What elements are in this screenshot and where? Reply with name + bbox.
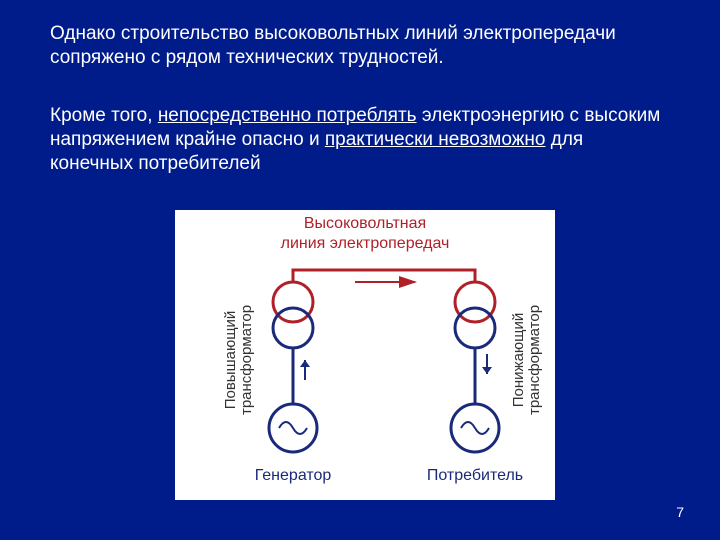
diagram-svg: Высоковольтная линия электропередач Генера…: [175, 210, 555, 500]
p2-pre: Кроме того,: [50, 105, 158, 126]
step-down-label: Понижающийтрансформатор: [510, 305, 543, 415]
step-down-transformer-top: [455, 282, 495, 322]
p2-u1: непосредственно потреблять: [158, 105, 417, 126]
paragraph-2: Кроме того, непосредственно потреблять э…: [50, 104, 670, 175]
p2-u2: практически невозможно: [325, 129, 546, 150]
generator-label: Генератор: [255, 467, 332, 484]
paragraph-1-text: Однако строительство высоковольтных лини…: [50, 23, 616, 68]
flow-up-arrowhead-icon: [300, 360, 310, 367]
generator-symbol-sine-icon: [279, 422, 307, 434]
paragraph-1: Однако строительство высоковольтных лини…: [50, 22, 670, 70]
hv-title-line1: Высоковольтная: [304, 215, 426, 232]
step-down-transformer-bottom: [455, 308, 495, 348]
flow-down-arrowhead-icon: [482, 367, 492, 374]
transmission-diagram: Высоковольтная линия электропередач Генера…: [175, 210, 555, 500]
hv-line: [293, 270, 475, 282]
slide: Однако строительство высоковольтных лини…: [0, 0, 720, 540]
step-up-transformer-top: [273, 282, 313, 322]
consumer-label: Потребитель: [427, 467, 523, 484]
step-up-transformer-bottom: [273, 308, 313, 348]
hv-title-line2: линия электропередач: [281, 235, 450, 252]
consumer-symbol-sine-icon: [461, 422, 489, 434]
page-number: 7: [676, 504, 684, 520]
step-up-label: Повышающийтрансформатор: [222, 305, 255, 415]
page-number-value: 7: [676, 504, 684, 520]
